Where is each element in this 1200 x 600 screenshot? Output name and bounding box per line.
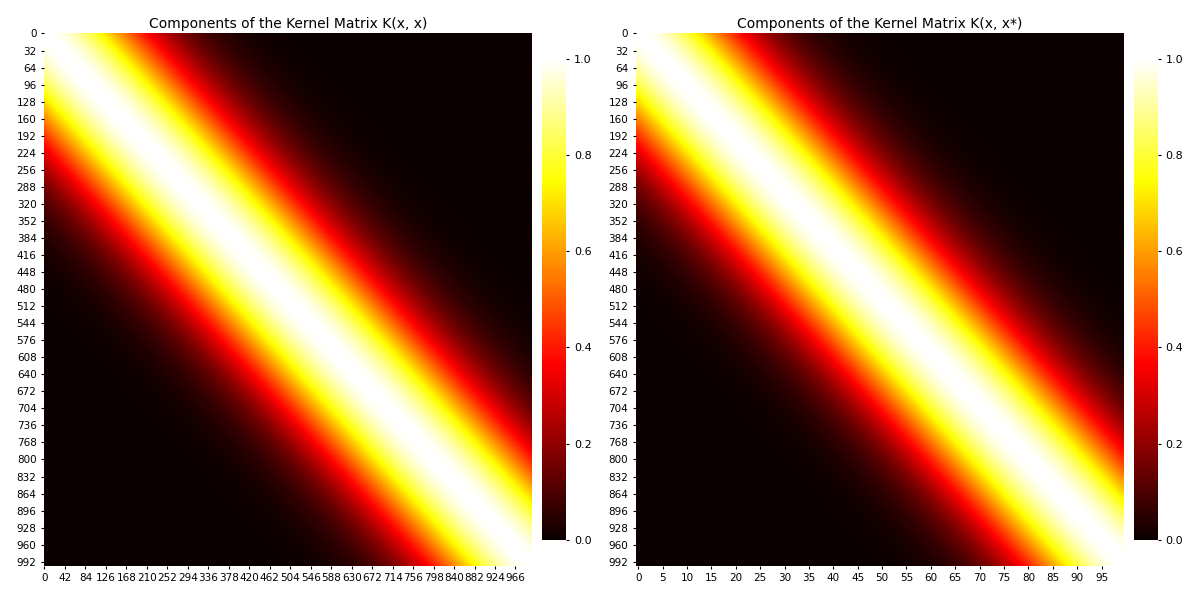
Title: Components of the Kernel Matrix K(x, x*): Components of the Kernel Matrix K(x, x*) [737,17,1022,31]
Title: Components of the Kernel Matrix K(x, x): Components of the Kernel Matrix K(x, x) [149,17,427,31]
